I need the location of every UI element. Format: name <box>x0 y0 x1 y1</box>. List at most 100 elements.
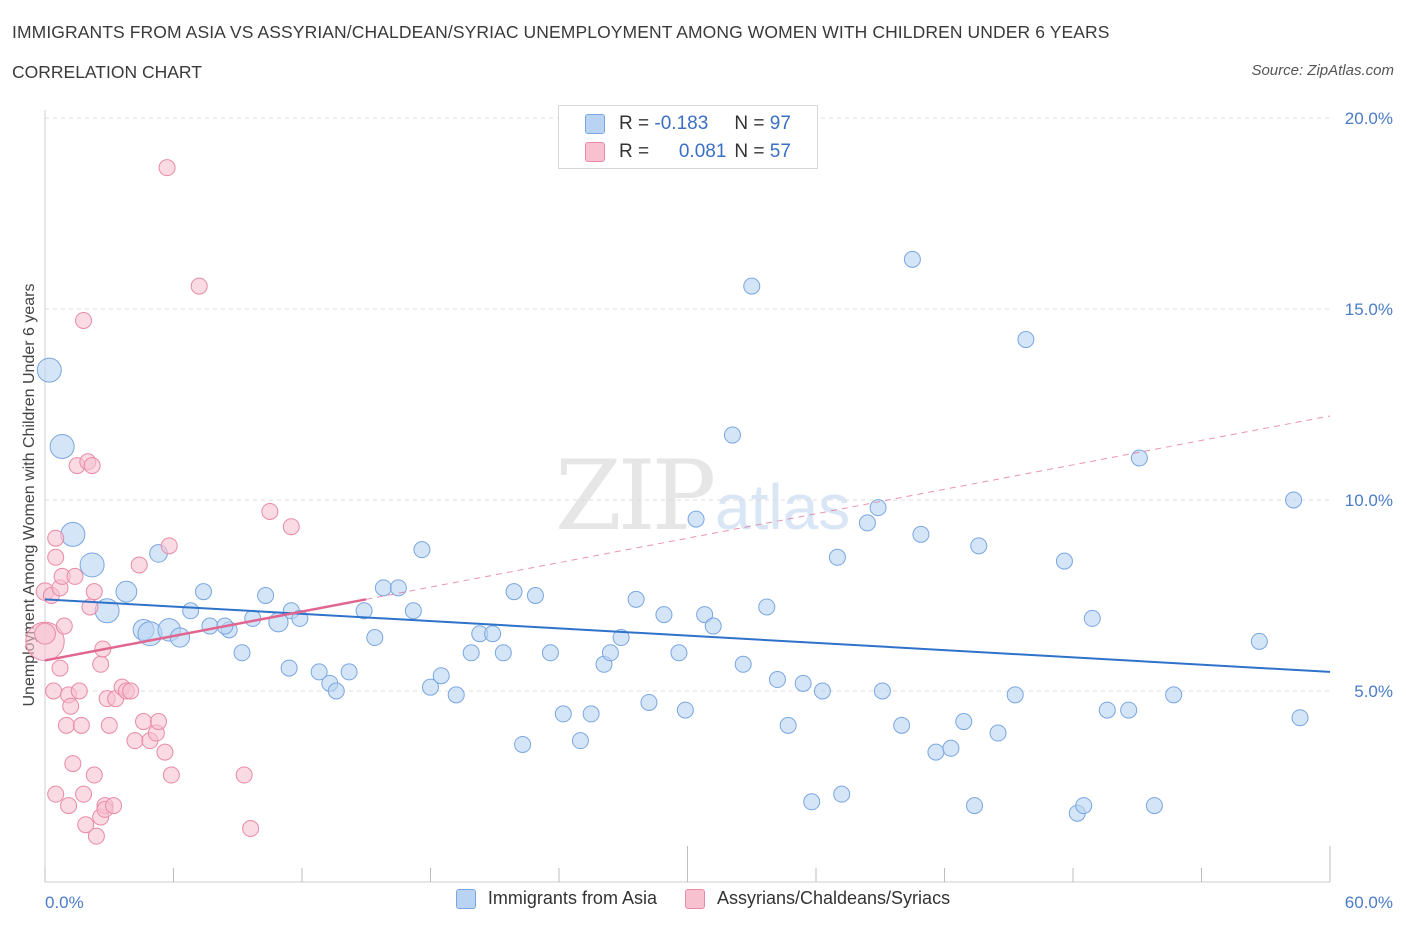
y-tick-label: 20.0% <box>1345 109 1393 128</box>
data-point-assyrian <box>282 518 300 536</box>
data-point-asia <box>432 667 450 685</box>
data-point-assyrian <box>158 159 176 177</box>
legend-r-value-asia: -0.183 <box>654 113 709 134</box>
data-point-assyrian <box>60 797 78 815</box>
trend-line-assyrian <box>44 598 367 662</box>
data-point-asia <box>676 701 694 719</box>
data-point-asia <box>1006 686 1024 704</box>
trend-line-asia <box>44 598 1331 673</box>
data-point-asia <box>36 357 62 383</box>
data-point-asia <box>115 580 138 603</box>
data-point-assyrian <box>70 682 88 700</box>
data-point-assyrian <box>55 617 73 635</box>
data-point-assyrian <box>261 502 279 520</box>
data-point-asia <box>201 617 219 635</box>
data-point-assyrian <box>83 457 101 475</box>
legend-item-asia[interactable]: Immigrants from Asia <box>455 888 657 909</box>
legend-swatch-pink <box>585 142 605 162</box>
data-point-asia <box>858 514 876 532</box>
data-point-asia <box>514 735 532 753</box>
legend-swatch-blue <box>585 114 605 134</box>
data-point-asia <box>734 655 752 673</box>
legend-swatch-pink <box>684 888 705 909</box>
correlation-legend: R = -0.183 N = 97 R = 0.081 N = 57 <box>558 105 818 169</box>
data-point-asia <box>828 548 846 566</box>
data-point-asia <box>374 579 392 597</box>
data-point-asia <box>1075 797 1093 815</box>
data-point-assyrian <box>45 682 63 700</box>
data-point-asia <box>340 663 358 681</box>
data-point-asia <box>903 250 921 268</box>
data-point-asia <box>640 693 658 711</box>
data-point-asia <box>244 609 262 627</box>
data-point-asia <box>1083 609 1101 627</box>
data-point-assyrian <box>126 732 144 750</box>
data-point-asia <box>1120 701 1138 719</box>
trend-lines <box>44 415 1331 673</box>
data-point-asia <box>955 713 973 731</box>
data-point-asia <box>233 644 251 662</box>
data-point-asia <box>723 426 741 444</box>
data-point-asia <box>169 627 191 648</box>
data-point-assyrian <box>190 277 208 295</box>
data-point-asia <box>1098 701 1116 719</box>
data-point-assyrian <box>235 766 253 784</box>
legend-r-label: R = <box>619 141 650 162</box>
data-point-assyrian <box>66 567 84 585</box>
data-point-asia <box>704 617 722 635</box>
data-point-asia <box>422 678 439 696</box>
data-point-asia <box>627 590 645 608</box>
data-point-asia <box>1130 449 1148 467</box>
data-point-asia <box>366 629 384 647</box>
data-point-assyrian <box>160 537 178 555</box>
data-point-assyrian <box>150 713 168 731</box>
data-point-assyrian <box>156 743 174 761</box>
axes <box>44 110 1331 883</box>
watermark-atlas: atlas <box>715 471 851 543</box>
data-point-asia <box>280 659 298 677</box>
legend-row-asia: R = -0.183 N = 97 <box>585 111 791 137</box>
data-point-asia <box>601 644 619 662</box>
watermark-zip: ZIP <box>555 440 716 552</box>
data-point-asia <box>813 682 831 700</box>
data-point-assyrian <box>51 659 69 677</box>
legend-item-assyrian[interactable]: Assyrians/Chaldeans/Syriacs <box>684 888 950 909</box>
y-tick-label: 5.0% <box>1354 682 1393 701</box>
data-point-asia <box>869 499 887 517</box>
data-point-assyrian <box>75 785 93 803</box>
data-point-asia <box>1055 552 1073 570</box>
data-point-asia <box>1285 491 1303 509</box>
series-immigrants-from-asia <box>36 250 1309 822</box>
data-point-asia <box>505 583 523 601</box>
data-point-asia <box>696 606 714 624</box>
data-point-assyrian <box>122 682 140 700</box>
data-point-assyrian <box>87 827 105 845</box>
data-point-assyrian <box>135 713 153 731</box>
data-point-assyrian <box>62 697 80 715</box>
data-point-assyrian <box>130 556 148 574</box>
data-point-asia <box>1145 797 1163 815</box>
data-point-assyrian <box>47 548 65 566</box>
data-point-assyrian <box>47 785 65 803</box>
data-point-assyrian <box>100 716 118 734</box>
data-point-asia <box>912 525 930 543</box>
grid-lines <box>45 117 1330 692</box>
data-point-asia <box>970 537 988 555</box>
legend-row-assyrian: R = 0.081 N = 57 <box>585 139 791 165</box>
series-legend: Immigrants from Asia Assyrians/Chaldeans… <box>0 888 1406 909</box>
data-point-asia <box>79 552 105 578</box>
data-point-asia <box>494 644 512 662</box>
data-point-asia <box>927 743 945 761</box>
legend-r-value-assyrian: 0.081 <box>678 141 727 162</box>
y-tick-label: 10.0% <box>1345 491 1393 510</box>
data-point-asia <box>758 598 776 616</box>
x-tick-label-max: 60.0% <box>1345 893 1393 912</box>
data-point-assyrian <box>85 766 103 784</box>
data-point-asia <box>1165 686 1183 704</box>
data-point-asia <box>965 797 983 815</box>
legend-n-value-asia: 97 <box>769 113 791 134</box>
legend-n-label: N = <box>734 141 765 162</box>
data-point-asia <box>612 629 630 647</box>
data-point-asia <box>794 674 812 692</box>
data-point-asia <box>327 682 345 700</box>
